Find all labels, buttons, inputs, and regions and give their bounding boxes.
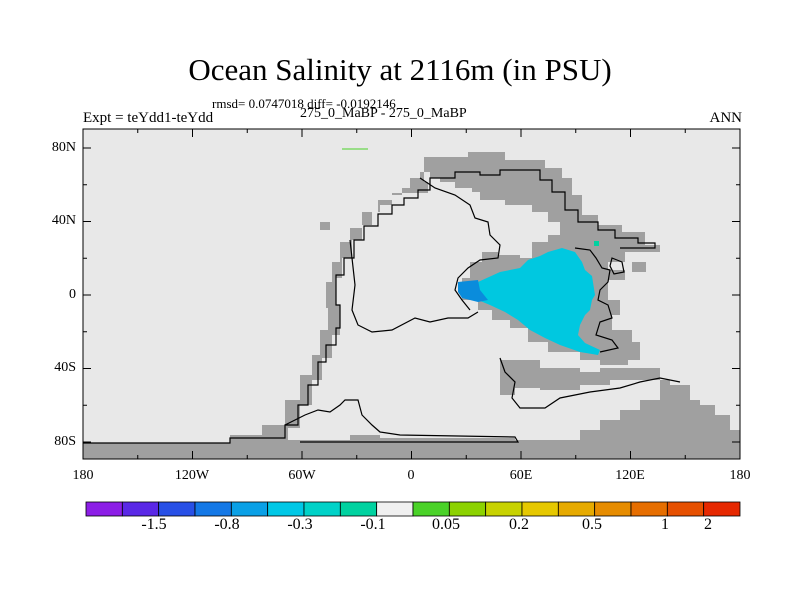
lon-tick-label: 0 [407, 468, 415, 483]
coastline-main [83, 169, 656, 444]
lon-tick-label: 120W [174, 468, 210, 483]
coastline-inner-north [419, 177, 501, 311]
colorbar-swatch [485, 501, 523, 517]
coastline-island-east [609, 257, 625, 275]
land-mass [83, 152, 740, 459]
island-west [320, 222, 330, 230]
island-east-2 [600, 232, 640, 252]
experiment-label: Expt = teYdd1-teYdd [83, 110, 214, 126]
colorbar-label: 2 [704, 516, 712, 533]
anomaly-blue [458, 280, 488, 302]
season-label: ANN [709, 110, 743, 126]
lon-tick-label: 180 [729, 468, 751, 483]
salinity-anomaly [458, 241, 600, 355]
colorbar-swatch [557, 501, 596, 517]
colorbar-swatch [376, 501, 414, 517]
colorbar [85, 501, 741, 517]
colorbar-swatch [303, 501, 341, 517]
lat-tick-label: 0 [69, 287, 76, 302]
lon-tick-label: 60W [288, 468, 316, 483]
colorbar-label: 0.5 [582, 516, 602, 533]
map-title: Ocean Salinity at 2116m (in PSU) [188, 52, 612, 87]
lat-tick-label: 80S [54, 434, 76, 449]
colorbar-swatch [521, 501, 559, 517]
colorbar-label: -1.5 [141, 516, 167, 533]
comparison-label: 275_0_MaBP - 275_0_MaBP [300, 106, 467, 121]
stats-line: rmsd= 0.0747018 diff= -0.0192146 [212, 96, 396, 111]
coastline-inner-west [349, 239, 479, 333]
lon-tick-label: 60E [509, 468, 533, 483]
axis-ticks [82, 129, 741, 459]
colorbar-swatch [412, 501, 450, 517]
colorbar-swatch [158, 501, 196, 517]
coastline-south-ring [499, 357, 681, 409]
supercontinent-land [83, 152, 740, 459]
colorbar-label: -0.3 [287, 516, 313, 533]
colorbar-swatch [448, 501, 487, 517]
colorbar-swatch [230, 501, 269, 517]
island-east-1 [632, 262, 646, 272]
lat-tick-label: 80N [51, 140, 76, 155]
colorbar-swatch [630, 501, 668, 517]
colorbar-swatch [267, 501, 305, 517]
lon-tick-label: 120E [615, 468, 645, 483]
colorbar-swatch [703, 501, 741, 517]
lat-tick-label: 40S [54, 360, 76, 375]
coastlines [83, 169, 681, 444]
colorbar-label: 0.05 [432, 516, 460, 533]
colorbar-swatch [194, 501, 232, 517]
lat-tick-label: 40N [51, 213, 76, 228]
colorbar-swatch [594, 501, 632, 517]
colorbar-label: -0.8 [214, 516, 240, 533]
inland-sea [480, 318, 492, 328]
colorbar-label: -0.1 [360, 516, 386, 533]
lon-tick-label: 180 [72, 468, 94, 483]
southern-shelf [500, 360, 660, 395]
colorbar-label: 1 [661, 516, 669, 533]
colorbar-swatch [339, 501, 378, 517]
colorbar-swatch [121, 501, 160, 517]
colorbar-label: 0.2 [509, 516, 529, 533]
colorbar-swatch [666, 501, 705, 517]
coastline-southwest-peninsula [284, 399, 520, 443]
anomaly-small-spot [594, 241, 599, 246]
anomaly-light-cyan [478, 248, 600, 355]
colorbar-swatch [85, 501, 123, 517]
coastline-east [574, 247, 620, 353]
